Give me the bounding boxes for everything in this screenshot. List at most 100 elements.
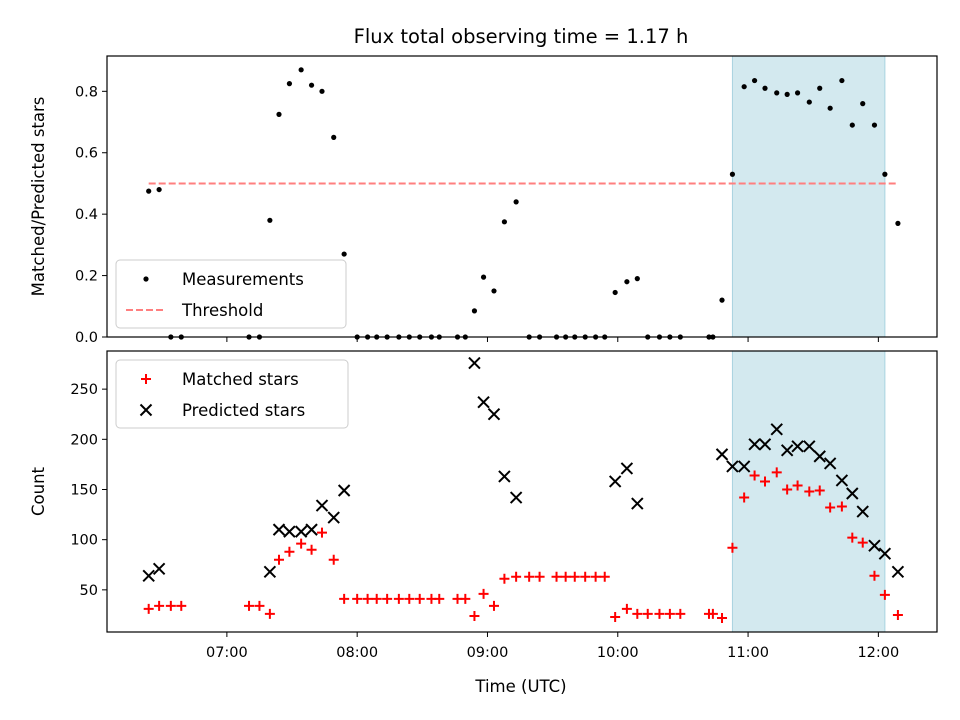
data-point [895,220,901,226]
data-point [719,297,725,303]
highlight-span [731,55,886,338]
legend: Matched stars Predicted stars [115,359,349,429]
data-point [741,84,747,90]
y-tick-label: 0.0 [75,330,98,346]
data-point [244,600,255,611]
data-point [283,525,296,538]
data-point [817,85,823,91]
data-point [642,608,653,619]
data-point [794,90,801,96]
x-tick-label: 10:00 [597,645,639,661]
data-point [751,77,758,84]
data-point [298,67,304,73]
data-point [869,570,880,581]
data-point [737,460,751,473]
data-point [468,356,481,370]
data-point [316,527,327,538]
data-point [774,90,780,96]
data-point [758,438,772,451]
data-point [762,85,768,91]
data-point [580,571,591,582]
data-point [726,460,739,473]
data-point [499,573,510,584]
data-point [856,505,869,518]
y-tick-label: 0.6 [75,146,98,162]
x-tick-label: 09:00 [467,645,509,661]
data-point [792,480,803,491]
data-point [331,134,337,140]
data-point [621,603,632,614]
data-point [675,608,686,619]
data-point [770,423,783,436]
data-point [729,171,736,177]
data-point [154,600,165,611]
legend-marker [143,276,149,282]
axes-frame [106,55,938,338]
data-point [509,491,523,504]
data-point [382,593,393,604]
y-tick-label: 0.4 [75,207,98,223]
data-point [469,610,480,621]
data-point [749,470,760,481]
panel-2: 07:00 08:00 09:00 10:00 11:00 12:00 50 100 150 20… [29,350,938,661]
data-point [477,395,490,409]
data-point [739,492,750,503]
data-point [791,440,804,453]
data-point [362,593,373,604]
data-point [488,600,499,611]
data-point [254,600,265,611]
y-tick-label: 0.8 [75,84,98,100]
data-point [296,538,307,549]
data-point [264,608,275,619]
data-point [267,217,273,223]
legend-label: Matched stars [182,370,299,389]
data-point [146,188,152,194]
axes-frame [106,350,938,633]
legend-label: Threshold [181,301,263,320]
data-point [294,525,308,538]
data-point [590,571,601,582]
data-point [654,608,665,619]
data-point [284,546,295,557]
data-point [551,571,562,582]
data-point [371,593,382,604]
x-tick-label: 11:00 [727,645,769,661]
data-point [707,608,718,619]
data-point [878,547,892,560]
panel-1: 0.0 0.2 0.4 0.6 0.8 Matched/Predicted stars Me… [29,55,938,346]
data-point [434,593,445,604]
data-point [560,571,571,582]
data-point [339,593,350,604]
data-point [868,539,881,552]
data-point [511,571,522,582]
data-point [327,511,340,524]
legend: Measurements Threshold [115,259,347,329]
plot-area: 0.0 0.2 0.4 0.6 0.8 Matched/Predicted stars Me… [29,55,938,661]
series-1 [143,467,903,623]
data-point [782,484,793,495]
data-point [328,554,339,565]
data-point [748,438,761,451]
data-point [156,186,162,193]
y-axis-label: Matched/Predicted stars [29,97,48,297]
data-point [780,444,794,457]
data-point [273,554,284,565]
data-point [393,593,404,604]
data-point [341,251,347,257]
series-2 [142,356,905,583]
data-point [165,600,176,611]
y-tick-label: 0.2 [75,269,98,285]
data-point [882,171,888,177]
data-point [305,523,318,536]
y-tick-label: 50 [80,583,98,599]
data-point [836,501,847,512]
data-point [847,532,858,543]
data-point [337,484,351,497]
data-point [827,105,833,111]
data-point [404,593,415,604]
data-point [846,487,859,500]
data-point [501,219,508,225]
data-point [835,474,849,487]
data-point [272,523,286,536]
